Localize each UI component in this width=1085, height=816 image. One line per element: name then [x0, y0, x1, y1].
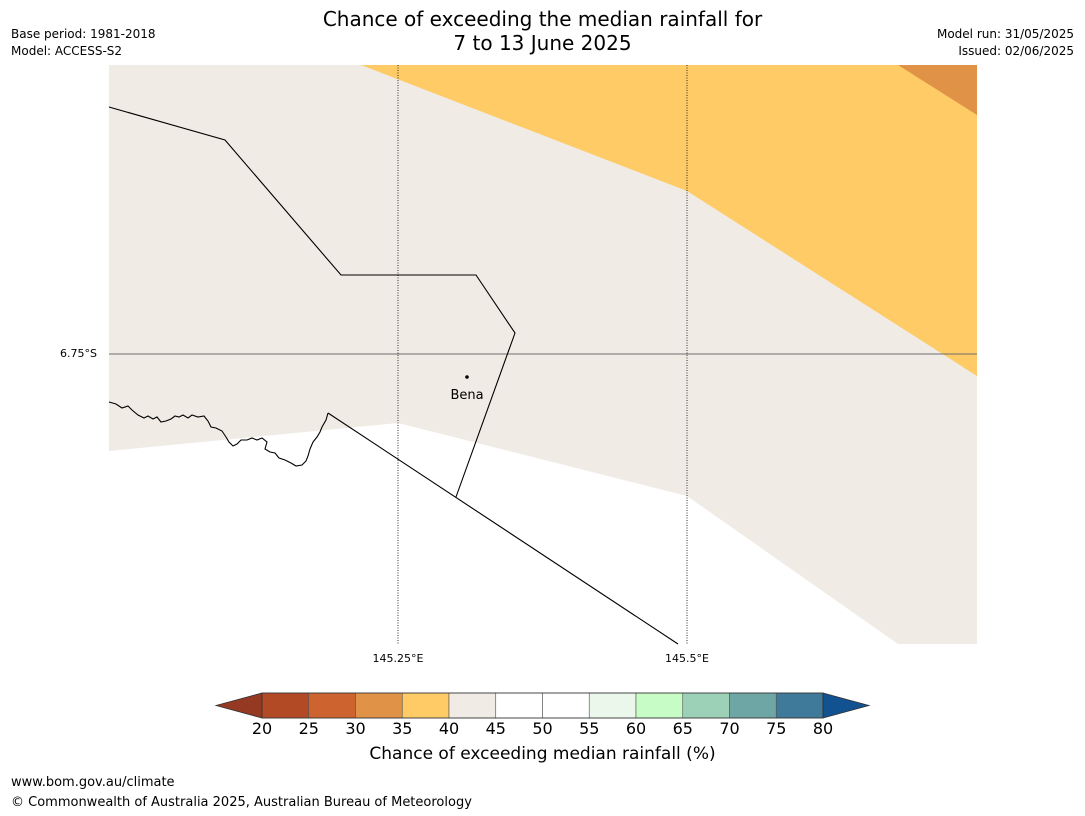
colorbar-cell — [775, 692, 824, 719]
title-line-1: Chance of exceeding the median rainfall … — [322, 7, 763, 31]
colorbar — [214, 692, 871, 719]
colorbar-cell — [588, 692, 637, 719]
colorbar-cell — [308, 692, 356, 719]
footer-copyright: © Commonwealth of Australia 2025, Austra… — [11, 795, 472, 810]
colorbar-cell — [729, 692, 777, 719]
place-label-bena: Bena — [450, 388, 484, 403]
colorbar-cells — [261, 692, 824, 719]
colorbar-tick-label: 75 — [766, 719, 787, 738]
colorbar-tick-label: 35 — [392, 719, 413, 738]
province-boundary — [108, 106, 516, 498]
colorbar-tick-label: 50 — [532, 719, 553, 738]
title-line-2: 7 to 13 June 2025 — [453, 31, 632, 55]
colorbar-tick-label: 60 — [625, 719, 647, 738]
colorbar-tick-label: 70 — [719, 719, 740, 738]
colorbar-cell — [635, 692, 684, 719]
colorbar-tick-label: 45 — [485, 719, 506, 738]
colorbar-cell — [495, 692, 543, 719]
model-run: Model run: 31/05/2025 — [936, 27, 1074, 41]
colorbar-cell — [542, 692, 590, 719]
colorbar-tick-label: 25 — [298, 719, 319, 738]
issued-date: Issued: 02/06/2025 — [958, 44, 1074, 58]
colorbar-under-arrow — [214, 692, 263, 719]
meta-left: Base period: 1981-2018 Model: ACCESS-S2 — [11, 26, 156, 60]
bena-marker — [465, 375, 469, 379]
colorbar-tick-label: 20 — [251, 719, 273, 738]
colorbar-cell — [448, 692, 497, 719]
colorbar-frame — [261, 692, 824, 719]
colorbar-tick-label: 55 — [579, 719, 600, 738]
longitude-label-2: 145.5°E — [665, 652, 709, 665]
colorbar-cell — [401, 692, 450, 719]
colorbar-cell — [355, 692, 403, 719]
province-boundary-south — [327, 412, 679, 645]
colorbar-label: Chance of exceeding median rainfall (%) — [369, 744, 716, 764]
colorbar-cell — [682, 692, 730, 719]
colorbar-tick-label: 65 — [672, 719, 693, 738]
colorbar-tick-label: 40 — [438, 719, 460, 738]
base-period: Base period: 1981-2018 — [11, 27, 156, 41]
colorbar-cell — [261, 692, 310, 719]
footer-url: www.bom.gov.au/climate — [11, 775, 175, 790]
map-title: Chance of exceeding the median rainfall … — [0, 7, 1085, 55]
map-area — [108, 65, 977, 719]
colorbar-tick-label: 30 — [345, 719, 366, 738]
meta-right: Model run: 31/05/2025 Issued: 02/06/2025 — [937, 26, 1074, 60]
colorbar-over-arrow — [822, 692, 871, 719]
coastline — [108, 401, 329, 467]
latitude-label: 6.75°S — [60, 347, 97, 360]
band-30-35 — [898, 65, 977, 115]
longitude-label-1: 145.25°E — [372, 652, 424, 665]
colorbar-tick-label: 80 — [812, 719, 834, 738]
model-name: Model: ACCESS-S2 — [11, 44, 123, 58]
band-35-40 — [361, 65, 977, 376]
